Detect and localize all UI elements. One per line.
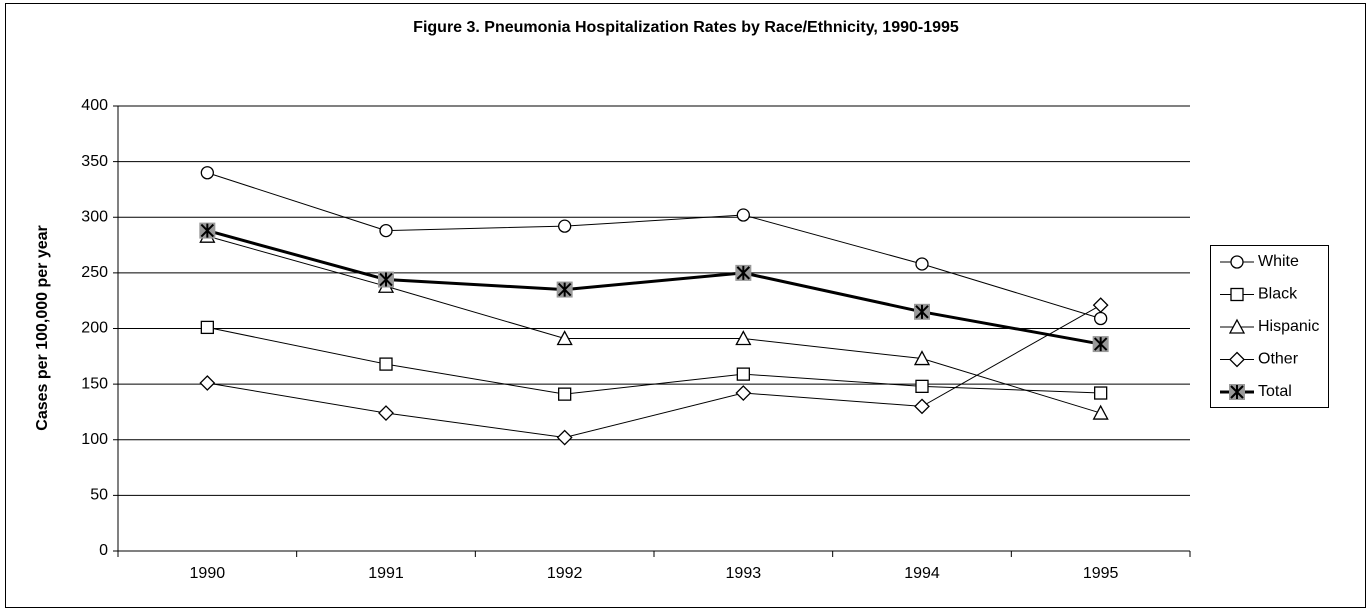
y-axis-label: Cases per 100,000 per year (34, 225, 51, 430)
marker (200, 320, 214, 335)
y-tick-label: 300 (81, 208, 108, 225)
marker (379, 223, 393, 238)
marker (913, 350, 931, 366)
marker (1230, 255, 1244, 269)
marker (1229, 351, 1245, 368)
marker (735, 330, 752, 346)
marker (915, 257, 929, 271)
marker (1092, 297, 1109, 314)
series-line (207, 172, 1101, 319)
series-line (207, 326, 1101, 395)
marker (378, 271, 394, 288)
chart-border (5, 3, 1366, 608)
marker (736, 367, 750, 381)
marker (378, 405, 394, 421)
series-line (207, 235, 1101, 414)
marker (379, 357, 393, 371)
legend-label: White (1258, 253, 1299, 270)
marker (735, 264, 752, 281)
marker (914, 398, 930, 415)
marker (735, 385, 752, 401)
marker (556, 281, 573, 298)
marker (556, 330, 573, 346)
x-tick-label: 1990 (190, 565, 226, 582)
marker (558, 387, 572, 401)
legend-label: Hispanic (1258, 318, 1319, 335)
marker (736, 208, 750, 222)
marker (1092, 336, 1109, 353)
marker (914, 303, 930, 320)
marker (1094, 311, 1108, 326)
y-tick-label: 350 (81, 153, 108, 170)
marker (558, 219, 572, 233)
x-tick-label: 1994 (904, 565, 940, 582)
marker (915, 379, 929, 394)
x-tick-label: 1991 (368, 565, 404, 582)
y-tick-label: 50 (90, 487, 108, 504)
marker (556, 429, 573, 446)
y-tick-label: 0 (99, 542, 108, 559)
marker (1228, 318, 1246, 334)
chart-title: Figure 3. Pneumonia Hospitalization Rate… (413, 19, 959, 36)
y-tick-label: 150 (81, 375, 108, 392)
marker (200, 166, 214, 180)
y-tick-label: 400 (81, 97, 108, 114)
series-line (206, 229, 1101, 346)
marker (1092, 404, 1109, 420)
legend-label: Total (1258, 383, 1292, 400)
marker (1230, 287, 1244, 302)
marker (199, 222, 216, 239)
series-line (207, 304, 1101, 439)
x-tick-label: 1992 (547, 565, 583, 582)
marker (199, 375, 216, 391)
legend-label: Other (1258, 351, 1299, 368)
x-tick-label: 1993 (726, 565, 762, 582)
legend-label: Black (1258, 286, 1298, 303)
y-tick-label: 250 (81, 264, 108, 281)
marker (1229, 384, 1245, 400)
y-tick-label: 200 (81, 320, 108, 337)
y-tick-label: 100 (81, 431, 108, 448)
marker (1094, 386, 1108, 400)
x-tick-label: 1995 (1083, 565, 1119, 582)
